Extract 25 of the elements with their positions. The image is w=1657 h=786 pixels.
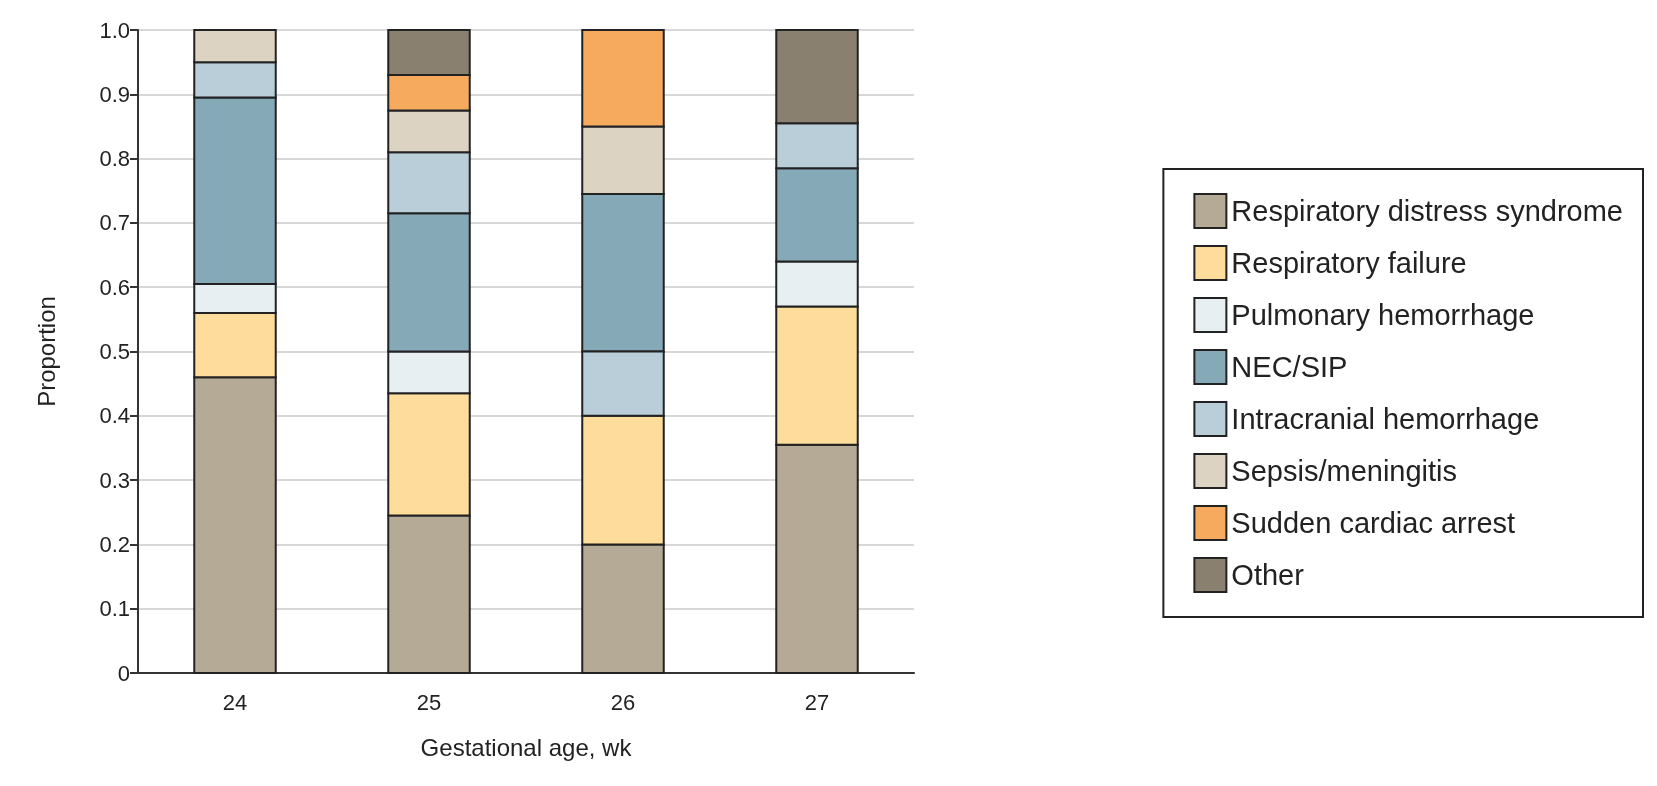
x-tick-label: 24 xyxy=(222,689,248,715)
legend-label: Pulmonary hemorrhage xyxy=(1231,299,1535,331)
y-tick-label: 1.0 xyxy=(99,17,130,43)
y-tick-label: 0.1 xyxy=(99,596,130,622)
x-tick-label: 26 xyxy=(610,689,636,715)
x-tick-label: 27 xyxy=(804,689,830,715)
y-tick-label: 0 xyxy=(117,660,130,686)
legend-label: NEC/SIP xyxy=(1231,351,1348,383)
y-tick-label: 0.4 xyxy=(99,403,130,429)
y-tick-label: 0.6 xyxy=(99,274,130,300)
x-tick-label: 25 xyxy=(416,689,442,715)
y-tick-label: 0.3 xyxy=(99,467,130,493)
legend-label: Sepsis/meningitis xyxy=(1231,455,1458,487)
y-tick-label: 0.2 xyxy=(99,531,130,557)
legend-label: Respiratory distress syndrome xyxy=(1231,195,1624,227)
x-axis-title: Gestational age, wk xyxy=(420,733,633,761)
legend-label: Respiratory failure xyxy=(1231,247,1467,279)
legend-label: Intracranial hemorrhage xyxy=(1231,403,1540,435)
y-tick-label: 0.5 xyxy=(99,339,130,364)
legend-label: Sudden cardiac arrest xyxy=(1231,507,1516,539)
y-tick-label: 0.8 xyxy=(99,146,130,172)
y-tick-label: 0.9 xyxy=(99,81,130,107)
y-axis-title: Proportion xyxy=(32,296,60,407)
y-tick-label: 0.7 xyxy=(99,210,130,236)
legend-label: Other xyxy=(1231,559,1305,591)
